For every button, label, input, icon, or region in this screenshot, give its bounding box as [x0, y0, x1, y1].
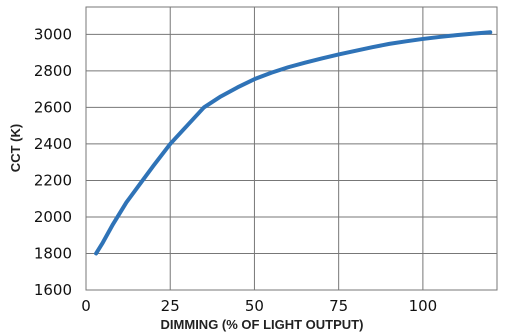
x-tick-label: 100 [409, 297, 438, 315]
grid [85, 7, 497, 291]
x-tick-label: 50 [245, 297, 264, 315]
series-group [94, 30, 493, 256]
x-tick-label: 25 [161, 297, 180, 315]
y-tick-label: 2200 [34, 171, 72, 189]
y-tick-label: 2800 [34, 62, 72, 80]
y-tick-label: 2000 [34, 208, 72, 226]
y-axis-label: CCT (K) [8, 124, 23, 172]
y-tick-label: 2600 [34, 98, 72, 116]
x-tick-label: 0 [81, 297, 91, 315]
x-tick-label: 75 [329, 297, 348, 315]
y-tick-label: 1600 [34, 281, 72, 299]
x-axis-label: DIMMING (% OF LIGHT OUTPUT) [161, 317, 364, 332]
y-tick-label: 3000 [34, 25, 72, 43]
y-tick-label: 1800 [34, 244, 72, 262]
y-tick-label: 2400 [34, 135, 72, 153]
plot-area [85, 6, 498, 291]
tick-labels: 0 25 50 75 100 1600 1800 2000 2200 2400 2600 2800 30… [34, 25, 437, 315]
cct-curve [94, 30, 493, 256]
